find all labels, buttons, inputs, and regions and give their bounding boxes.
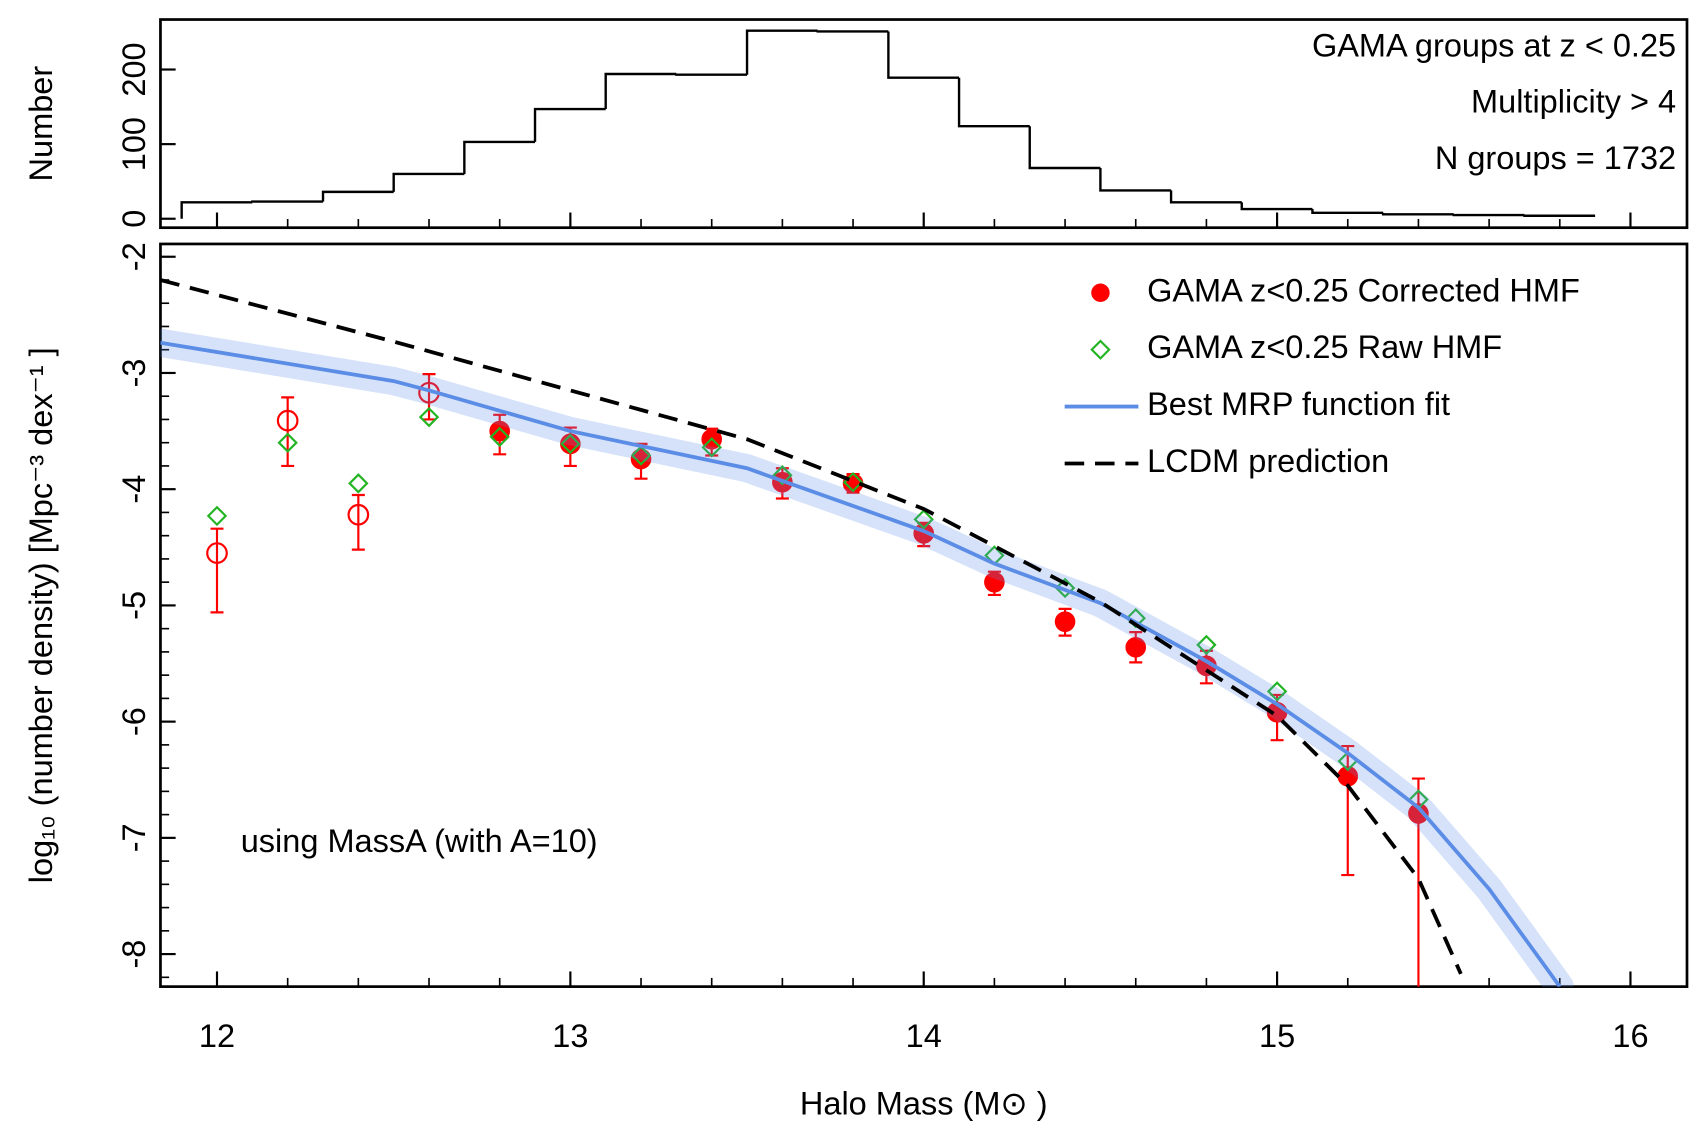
legend-label: GAMA z<0.25 Corrected HMF (1147, 272, 1580, 308)
point (560, 433, 581, 455)
x-axis-label: Halo Mass (M⊙ ) (800, 1085, 1048, 1121)
histogram-bin (1169, 190, 1242, 204)
histogram-bin (1240, 202, 1313, 211)
y-tick-label: 0 (116, 210, 152, 228)
y-tick-label: -4 (116, 475, 152, 504)
point (1196, 634, 1217, 656)
point (630, 448, 652, 470)
point (1266, 681, 1288, 702)
annotation: using MassA (with A=10) (241, 823, 598, 859)
y-axis-label: log₁₀ (number density) [Mpc⁻³ dex⁻¹ ] (23, 347, 59, 883)
y-tick-label: -3 (116, 359, 152, 388)
histogram-bin (675, 73, 748, 76)
legend-label: GAMA z<0.25 Raw HMF (1147, 329, 1502, 365)
point (1408, 803, 1429, 824)
point (489, 426, 510, 448)
open-point (206, 542, 228, 564)
histogram-bin (1099, 168, 1172, 192)
annotation: N groups = 1732 (1435, 140, 1676, 176)
point (913, 509, 934, 530)
histogram-bin (887, 31, 960, 79)
histogram-bin (180, 201, 253, 219)
point (772, 465, 793, 486)
point (701, 437, 722, 458)
y-tick-label: -5 (116, 591, 152, 620)
histogram-bin (957, 77, 1030, 128)
y-axis-label: Number (23, 66, 59, 182)
histogram-bin (604, 72, 677, 110)
point (418, 406, 440, 428)
legend-label: Best MRP function fit (1147, 386, 1450, 422)
open-point (347, 503, 370, 526)
point (1054, 577, 1076, 599)
legend-label: LCDM prediction (1147, 443, 1389, 479)
error-bar (281, 396, 295, 468)
legend-marker (1091, 283, 1110, 302)
plot-area (160, 278, 1574, 987)
histogram-bin (1452, 213, 1525, 217)
x-tick-label: 12 (199, 1018, 235, 1054)
histogram-bin (816, 30, 889, 33)
y-tick-label: 100 (116, 117, 152, 171)
y-tick-label: -2 (116, 242, 152, 271)
point (984, 571, 1005, 593)
error-bar (210, 527, 224, 614)
open-point (276, 409, 299, 432)
line (160, 278, 1463, 975)
point (1054, 611, 1076, 632)
x-tick-label: 14 (906, 1018, 942, 1054)
histogram-bin (1381, 212, 1454, 216)
histogram-bin (1311, 209, 1384, 214)
y-tick-label: -8 (116, 940, 152, 969)
histogram-bin (745, 29, 818, 75)
y-tick-label: -6 (116, 707, 152, 736)
histogram-bin (1523, 214, 1596, 217)
histogram-bin (321, 190, 394, 202)
point (489, 420, 510, 442)
point (1125, 636, 1147, 658)
histogram-bin (1028, 126, 1101, 170)
point (630, 445, 652, 466)
annotation: Multiplicity > 4 (1471, 84, 1676, 120)
point (348, 473, 369, 494)
error-bar (422, 373, 436, 421)
x-tick-label: 15 (1259, 1018, 1295, 1054)
annotation: GAMA groups at z < 0.25 (1312, 27, 1676, 63)
x-tick-label: 16 (1612, 1018, 1648, 1054)
histogram-bin (463, 140, 536, 174)
histogram-bin (251, 200, 324, 203)
histogram-bin (533, 107, 606, 142)
point (277, 432, 298, 453)
line (160, 340, 1562, 987)
legend-marker (1090, 339, 1111, 360)
y-tick-label: -7 (116, 823, 152, 852)
fit-band (160, 328, 1574, 987)
y-tick-label: 200 (116, 42, 152, 96)
point (206, 505, 228, 527)
histogram-bin (392, 172, 465, 192)
x-tick-label: 13 (552, 1018, 588, 1054)
